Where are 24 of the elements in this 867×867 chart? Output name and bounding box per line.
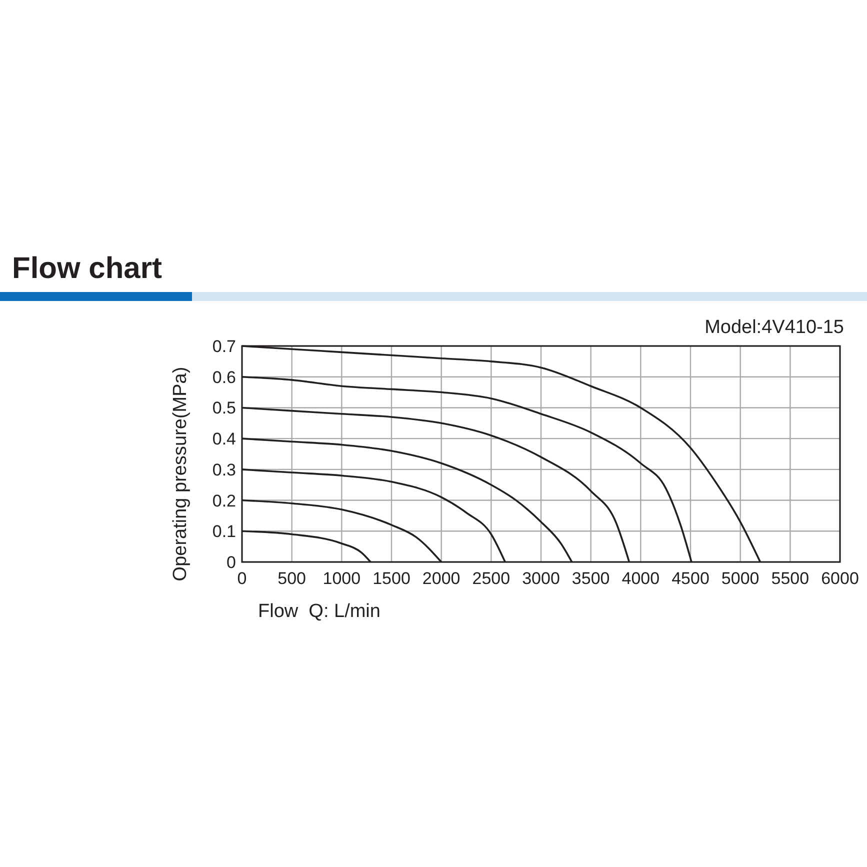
x-axis-title: Flow Q: L/min: [258, 601, 380, 622]
y-tick-label: 0.1: [212, 522, 236, 542]
y-tick-label: 0.4: [212, 430, 236, 449]
y-tick-label: 0.7: [212, 337, 236, 356]
x-tick-label: 3500: [572, 569, 610, 588]
y-tick-label: 0.3: [212, 460, 236, 480]
x-tick-label: 4000: [622, 569, 660, 588]
y-axis-title: Operating pressure(MPa): [170, 366, 191, 582]
y-tick-label: 0.5: [212, 398, 236, 418]
x-tick-label: 6000: [821, 569, 859, 588]
x-tick-label: 5500: [771, 569, 810, 588]
x-tick-label: 5000: [721, 569, 760, 588]
y-tick-label: 0.2: [212, 491, 236, 510]
x-tick-label: 2000: [422, 569, 460, 588]
y-tick-label: 0.6: [212, 368, 236, 387]
x-tick-label: 4500: [672, 569, 710, 588]
x-tick-label: 500: [278, 569, 306, 588]
y-tick-label: 0: [226, 553, 236, 572]
chart-title: Flow chart: [12, 252, 162, 285]
x-tick-label: 3000: [522, 569, 560, 588]
x-tick-label: 1000: [322, 569, 361, 588]
x-tick-label: 2500: [472, 569, 510, 588]
x-tick-label: 1500: [372, 569, 410, 588]
chart-subtitle: Model:4V410-15: [704, 317, 844, 338]
